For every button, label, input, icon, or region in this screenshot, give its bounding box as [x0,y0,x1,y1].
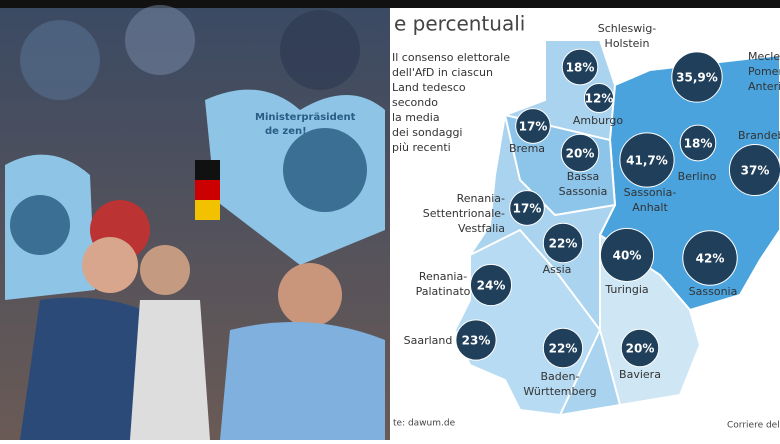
region-name: Assia [543,263,572,276]
region-name: Sassonia- [624,186,677,199]
value-bubble [682,230,738,286]
value-bubble [515,108,551,144]
region-name: Amburgo [573,114,624,127]
value-bubble [455,319,497,361]
value-bubble [583,82,615,114]
value-bubble [619,132,675,188]
value-bubble [560,133,600,173]
region-name: Pomerania [748,65,780,78]
map-title: e percentuali [394,12,525,36]
region-name: Palatinato [416,285,471,298]
description-line: più recenti [392,141,451,154]
credit: Corriere della [727,421,780,431]
top-bar [0,0,780,8]
description-line: la media [392,111,440,124]
sign-text: Ministerpräsident [255,112,356,123]
description-line: Il consenso elettorale [392,51,510,64]
description: Il consenso elettorale dell'AfD in ciascu… [392,51,510,154]
region-name: Holstein [605,37,650,50]
value-label: 20% [566,147,595,161]
region-name: Turingia [604,283,648,296]
description-line: secondo [392,96,438,109]
region-name: Baden- [541,370,580,383]
region-name: Vestfalia [458,222,505,235]
sign-text: de zen! [265,126,307,137]
region-name: Bassa [567,170,600,183]
value-label: 42% [696,252,725,266]
value-label: 17% [519,120,548,134]
region-name: Württemberg [523,385,596,398]
value-label: 18% [684,137,713,151]
value-bubble [671,51,723,103]
region-name: Brema [509,142,545,155]
value-label: 35,9% [676,71,718,85]
description-line: Land tedesco [392,81,466,94]
value-bubble [509,190,545,226]
value-label: 24% [477,279,506,293]
source: te: dawum.de [393,419,456,429]
region-name: Baviera [619,368,661,381]
value-label: 22% [549,237,578,251]
value-label: 12% [585,92,614,106]
region-name: Saarland [404,334,453,347]
value-label: 17% [513,202,542,216]
map-panel: e percentuali Il consenso elettorale dell… [390,8,780,440]
value-label: 41,7% [626,154,668,168]
value-label: 20% [626,342,655,356]
value-bubble [728,143,780,197]
region-name: Settentrionale- [423,207,505,220]
region-name: Sassonia [689,285,738,298]
region-name: Renania- [419,270,467,283]
value-label: 40% [613,249,642,263]
value-bubble [599,227,655,283]
region-name: Berlino [678,170,717,183]
photo: Ministerpräsident de zen! [0,5,390,440]
description-line: dei sondaggi [392,126,462,139]
value-label: 37% [741,164,770,178]
value-bubble [542,327,584,369]
value-label: 23% [462,334,491,348]
value-bubble [679,124,717,162]
region-name: Anteriore [748,80,780,93]
region-name: Renania- [457,192,505,205]
region-name: Anhalt [632,201,668,214]
regions: 18% Schleswig- Holstein 35,9% Meclemburgo Pom… [404,22,780,398]
region-name: Schleswig- [598,22,657,35]
value-label: 22% [549,342,578,356]
region-name: Brandeburgo [738,129,780,142]
region-name: Meclemburgo [748,50,780,63]
value-bubble [542,222,584,264]
value-bubble [561,48,599,86]
value-bubble [620,328,660,368]
value-bubble [469,263,513,307]
value-label: 18% [566,61,595,75]
region-name: Sassonia [559,185,608,198]
description-line: dell'AfD in ciascun [392,66,493,79]
